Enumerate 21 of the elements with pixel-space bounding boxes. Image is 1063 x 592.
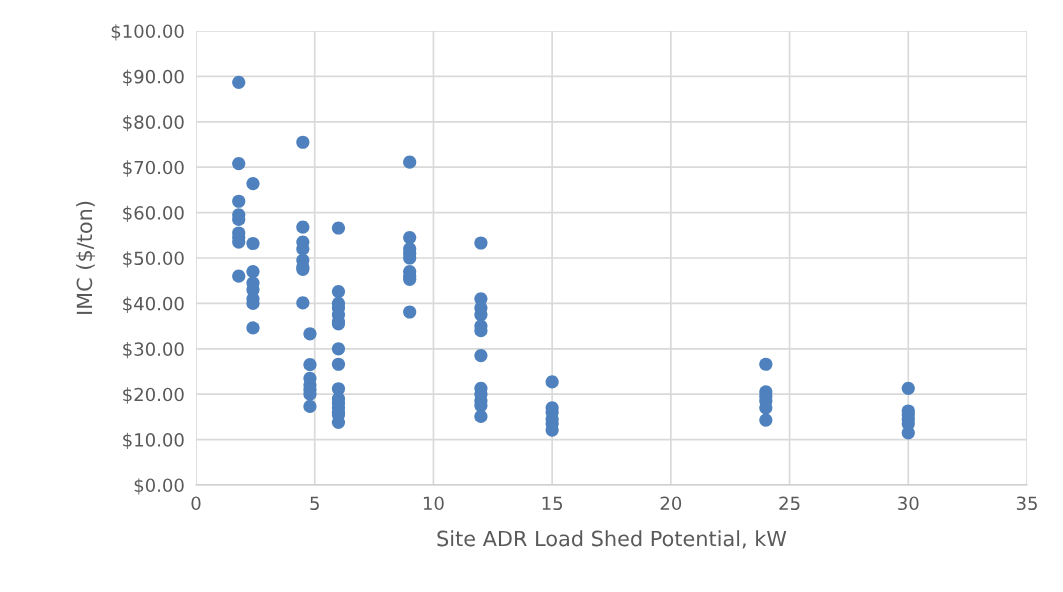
- y-tick-label: $90.00: [123, 69, 184, 86]
- y-tick-label: $50.00: [123, 251, 184, 268]
- y-tick-label: $100.00: [111, 24, 184, 41]
- y-tick-label: $10.00: [123, 432, 184, 450]
- x-tick-label: 15: [542, 496, 563, 511]
- y-tick-label: $30.00: [123, 341, 184, 359]
- y-tick-label: $0.00: [134, 478, 184, 495]
- x-tick-label: 25: [779, 496, 800, 511]
- y-tick-label: $20.00: [123, 387, 184, 404]
- x-tick-label: 20: [660, 496, 682, 511]
- y-axis-title: IMC ($/ton): [76, 201, 96, 314]
- y-tick-label: $40.00: [123, 296, 184, 313]
- x-axis-title: Site ADR Load Shed Potential, kW: [437, 530, 787, 549]
- y-tick-label: $80.00: [123, 114, 184, 132]
- x-tick-label: 10: [423, 496, 444, 511]
- y-tick-label: $60.00: [123, 205, 184, 223]
- x-tick-label: 35: [1016, 496, 1037, 511]
- x-tick-label: 5: [310, 496, 319, 511]
- x-tick-label: 30: [898, 496, 919, 511]
- x-tick-label: 0: [191, 496, 201, 511]
- y-tick-label: $70.00: [123, 160, 184, 177]
